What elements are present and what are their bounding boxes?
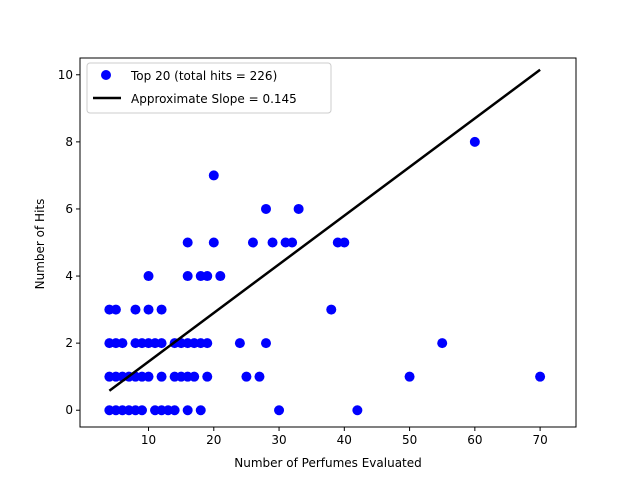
- legend: Top 20 (total hits = 226) Approximate Sl…: [86, 62, 332, 114]
- x-tick-label: 50: [402, 433, 417, 447]
- scatter-point: [130, 304, 141, 315]
- scatter-point: [339, 237, 350, 248]
- scatter-point: [143, 304, 154, 315]
- scatter-point: [254, 371, 265, 382]
- scatter-point: [182, 405, 193, 416]
- scatter-point: [208, 170, 219, 181]
- scatter-point: [215, 271, 226, 282]
- scatter-point: [437, 338, 448, 349]
- scatter-point: [143, 371, 154, 382]
- scatter-point: [169, 405, 180, 416]
- legend-label-scatter: Top 20 (total hits = 226): [130, 69, 277, 83]
- scatter-point: [156, 304, 167, 315]
- scatter-point: [261, 203, 271, 214]
- scatter-point: [404, 371, 415, 382]
- scatter-point: [202, 271, 213, 282]
- y-tick-label: 4: [65, 269, 73, 283]
- scatter-point: [110, 304, 121, 315]
- scatter-point: [143, 271, 154, 282]
- plot-frame: [79, 57, 577, 428]
- scatter-point: [535, 371, 546, 382]
- scatter-point: [156, 371, 167, 382]
- x-tick-label: 10: [141, 433, 156, 447]
- scatter-point: [287, 237, 298, 248]
- legend-box: [86, 62, 332, 114]
- x-tick-label: 40: [337, 433, 352, 447]
- scatter-point: [293, 203, 304, 214]
- scatter-point: [137, 405, 147, 416]
- scatter-point: [202, 338, 213, 349]
- x-tick-label: 20: [206, 433, 221, 447]
- x-tick-label: 30: [271, 433, 286, 447]
- scatter-point: [326, 304, 337, 315]
- scatter-point: [208, 237, 219, 248]
- legend-marker-scatter: [101, 70, 111, 80]
- x-axis-label: Number of Perfumes Evaluated: [234, 456, 422, 470]
- slope-line: [108, 68, 541, 392]
- scatter-point: [202, 371, 213, 382]
- x-tick-label: 60: [467, 433, 482, 447]
- scatter-point: [234, 338, 245, 349]
- scatter-point: [156, 338, 167, 349]
- axis-ticks: 10 20 30 40 50 60 70 0 2 4 6 8 10: [58, 68, 548, 447]
- y-tick-label: 10: [58, 68, 73, 82]
- scatter-point: [241, 371, 252, 382]
- y-tick-label: 6: [65, 202, 73, 216]
- y-tick-label: 2: [65, 336, 73, 350]
- scatter-point: [117, 338, 128, 349]
- scatter-point: [182, 237, 193, 248]
- y-axis-label: Number of Hits: [33, 199, 47, 290]
- scatter-point: [267, 237, 278, 248]
- scatter-point: [189, 371, 200, 382]
- scatter-point: [247, 237, 258, 248]
- scatter-point: [261, 338, 271, 349]
- scatter-point: [352, 405, 363, 416]
- x-tick-label: 70: [532, 433, 547, 447]
- scatter-point: [469, 136, 480, 147]
- y-tick-label: 8: [65, 135, 73, 149]
- legend-label-line: Approximate Slope = 0.145: [131, 92, 297, 106]
- data-marks: [104, 68, 546, 416]
- scatter-point: [274, 405, 285, 416]
- y-tick-label: 0: [65, 403, 73, 417]
- scatter-point: [182, 271, 193, 282]
- scatter-point: [195, 405, 206, 416]
